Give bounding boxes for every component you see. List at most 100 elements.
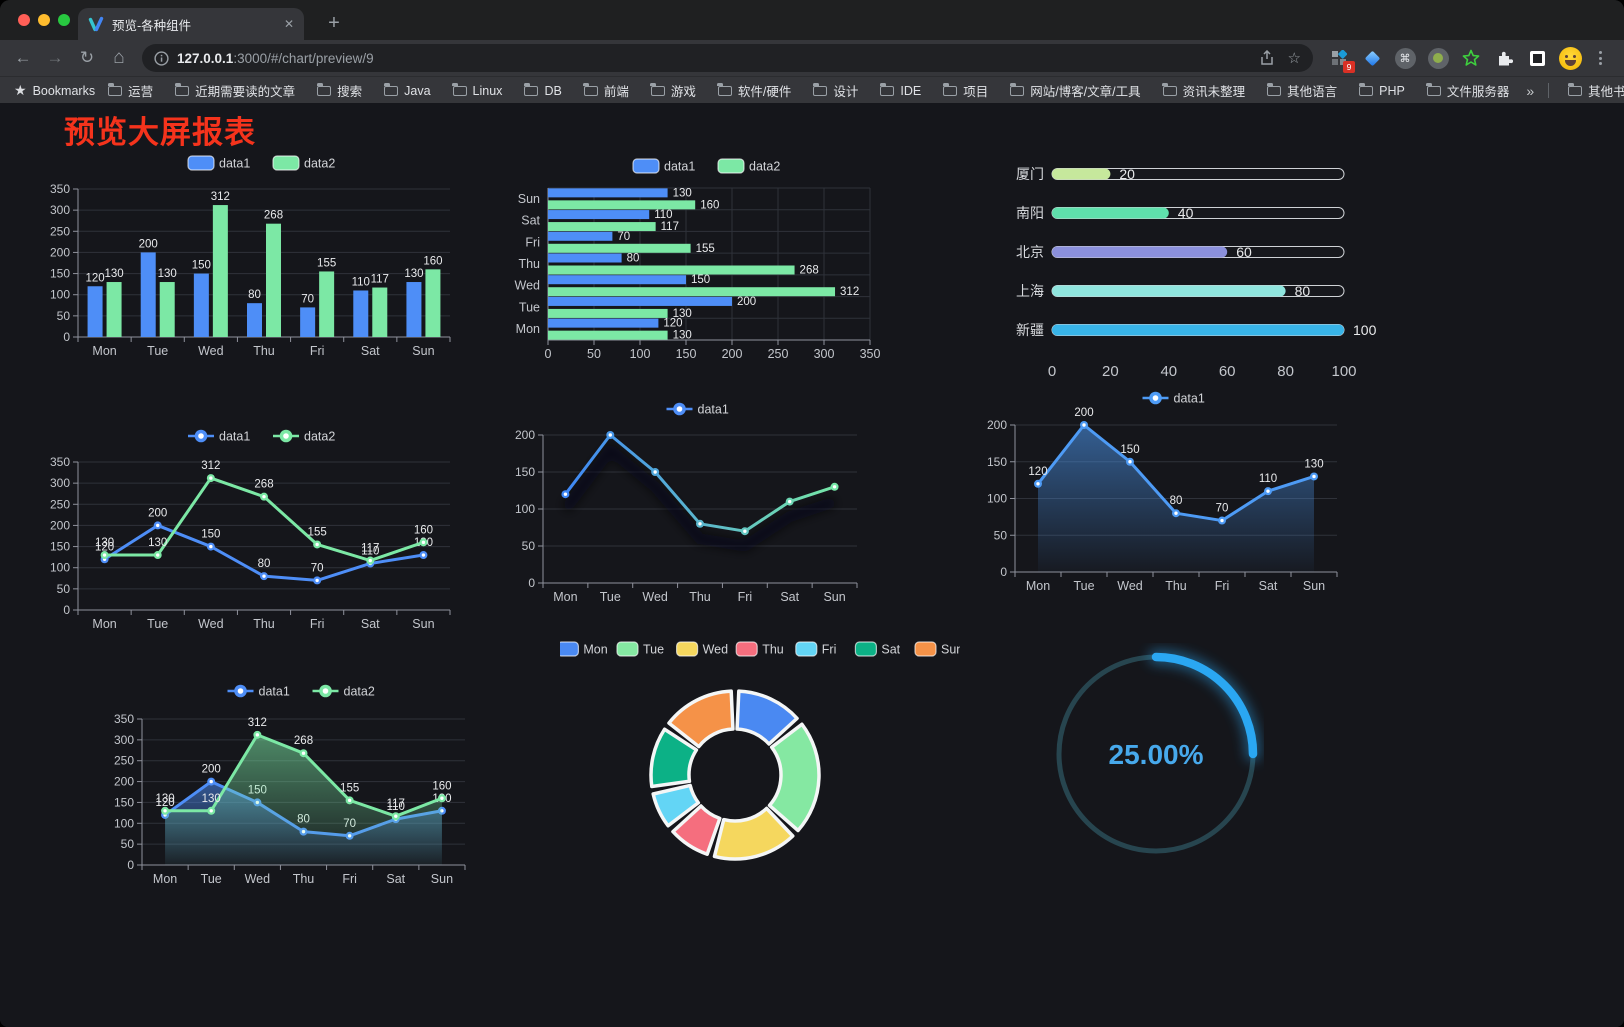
bookmark-folder-item[interactable]: 近期需要读的文章 — [164, 81, 306, 100]
svg-text:268: 268 — [294, 735, 313, 747]
bookmarks-overflow-chevron[interactable]: » — [1526, 82, 1535, 99]
svg-text:25.00%: 25.00% — [1109, 739, 1204, 770]
svg-text:268: 268 — [264, 210, 283, 222]
svg-text:Sun: Sun — [431, 872, 453, 886]
tab-close-icon[interactable]: ✕ — [283, 17, 294, 31]
bookmark-folder-item[interactable]: 运营 — [106, 81, 164, 100]
svg-text:250: 250 — [50, 497, 70, 511]
folder-icon — [451, 82, 467, 96]
svg-text:200: 200 — [202, 764, 221, 776]
bookmark-folder-item[interactable]: 资讯未整理 — [1152, 81, 1257, 100]
svg-text:新疆: 新疆 — [1016, 322, 1044, 338]
other-bookmarks-item[interactable]: 其他书签 — [1557, 81, 1624, 100]
svg-text:130: 130 — [95, 537, 114, 549]
svg-text:110: 110 — [1259, 473, 1277, 485]
bookmark-star-icon[interactable]: ☆ — [1287, 50, 1301, 67]
close-window-button[interactable] — [18, 14, 30, 26]
gauge-chart[interactable]: 25.00% — [1052, 643, 1264, 865]
address-bar[interactable]: 127.0.0.1:3000/#/chart/preview/9 ☆ — [142, 44, 1313, 72]
folder-icon — [650, 82, 665, 96]
bookmarks-manager-item[interactable]: ★ Bookmarks — [12, 82, 106, 99]
extension-grid-icon[interactable]: 9 — [1327, 46, 1355, 73]
bookmark-folder-item[interactable]: 网站/博客/文章/工具 — [999, 81, 1151, 100]
svg-text:155: 155 — [696, 243, 715, 255]
chart-legend[interactable]: data1 data2 — [188, 429, 335, 443]
chart-legend[interactable]: data1 data2 — [632, 158, 780, 174]
bookmark-label: 软件/硬件 — [737, 85, 792, 99]
extension-contrast-icon[interactable] — [1525, 46, 1549, 70]
svg-text:130: 130 — [104, 268, 123, 280]
horizontal-bar-chart[interactable]: data1 data2 0 50 100 150 200 250 300 350 Mon Tue Wed… — [505, 150, 925, 372]
svg-text:117: 117 — [661, 221, 679, 233]
extension-puzzle-icon[interactable] — [1492, 46, 1516, 70]
extension-command-icon[interactable]: ⌘ — [1393, 46, 1417, 70]
bookmark-folder-item[interactable]: 游戏 — [640, 81, 707, 100]
bookmark-folder-item[interactable]: 前端 — [573, 81, 640, 100]
svg-text:150: 150 — [201, 529, 220, 541]
back-button[interactable]: ← — [14, 48, 32, 67]
minimize-window-button[interactable] — [38, 14, 50, 26]
svg-text:160: 160 — [414, 524, 433, 536]
bookmark-folder-item[interactable]: 软件/硬件 — [707, 81, 802, 100]
extension-diamond-icon[interactable] — [1360, 46, 1384, 70]
reload-button[interactable]: ↻ — [79, 48, 95, 67]
svg-text:Tue: Tue — [147, 617, 168, 631]
single-area-chart[interactable]: data1 0 50 100 150 200 Mon Tue Wed Thu Fri Sat Sun 12… — [985, 388, 1405, 616]
chart-legend[interactable]: Mon Tue Wed Thu Fri Sat Sun — [556, 641, 963, 657]
city-progress-chart[interactable]: 厦门 20 南阳 40 北京 60 上海 80 新疆 100 0 20 40 60 80 100 — [1000, 160, 1380, 395]
svg-text:南阳: 南阳 — [1016, 205, 1044, 221]
chart-legend[interactable]: data1 — [666, 402, 729, 416]
svg-text:Fri: Fri — [310, 617, 325, 631]
svg-text:Sat: Sat — [521, 214, 540, 228]
svg-text:70: 70 — [1216, 503, 1229, 515]
bookmark-folder-item[interactable]: 项目 — [932, 81, 999, 100]
extension-star-icon[interactable] — [1459, 46, 1483, 70]
forward-button[interactable]: → — [46, 48, 64, 67]
svg-text:200: 200 — [515, 428, 535, 442]
bookmark-folder-item[interactable]: 搜索 — [306, 81, 373, 100]
profile-avatar[interactable] — [1558, 46, 1582, 70]
chrome-menu-icon[interactable] — [1591, 51, 1610, 65]
extension-record-icon[interactable] — [1426, 46, 1450, 70]
browser-tab[interactable]: 预览-各种组件 ✕ — [78, 8, 304, 40]
home-button[interactable]: ⌂ — [113, 47, 125, 68]
url-path: :3000/#/chart/preview/9 — [233, 50, 374, 66]
bookmark-folder-item[interactable]: DB — [513, 82, 572, 98]
double-area-chart[interactable]: data1 data2 0 50 100 150 200 250 300 350 Mon Tue Wed… — [100, 675, 520, 895]
folder-icon — [174, 82, 190, 96]
traffic-lights — [18, 14, 70, 26]
svg-text:Mon: Mon — [583, 642, 607, 656]
extension-badge: 9 — [1343, 61, 1355, 73]
svg-text:250: 250 — [768, 347, 789, 361]
folder-icon — [1567, 82, 1583, 96]
bookmark-folder-item[interactable]: Java — [373, 82, 441, 98]
bookmark-folder-item[interactable]: 其他语言 — [1256, 81, 1348, 100]
svg-text:Sat: Sat — [386, 872, 405, 886]
gradient-line-chart[interactable]: data1 0 50 100 150 200 Mon Tue Wed Thu Fri Sat Sun — [505, 395, 925, 617]
share-icon[interactable] — [1260, 50, 1274, 66]
pie-segments[interactable] — [649, 689, 821, 861]
chart-legend[interactable]: data1 data2 — [227, 684, 375, 698]
bookmark-folder-item[interactable]: Linux — [442, 82, 514, 98]
donut-chart[interactable]: Mon Tue Wed Thu Fri Sat Sun — [556, 633, 963, 883]
zoom-window-button[interactable] — [58, 14, 70, 26]
grouped-bar-chart[interactable]: data1 data2 0 50 100 150 200 250 300 350 Mon Tue Wed… — [45, 147, 460, 367]
site-info-icon[interactable] — [154, 50, 169, 66]
bookmark-folder-item[interactable]: 文件服务器 — [1416, 81, 1521, 100]
folder-icon — [316, 82, 332, 96]
svg-text:Wed: Wed — [198, 344, 224, 358]
new-tab-button[interactable]: + — [328, 11, 340, 34]
bookmark-folder-item[interactable]: IDE — [869, 82, 932, 98]
svg-text:200: 200 — [737, 296, 756, 308]
chart-legend[interactable]: data1 data2 — [187, 155, 335, 171]
svg-text:80: 80 — [1295, 283, 1311, 299]
chart-legend[interactable]: data1 — [1142, 391, 1205, 405]
two-line-chart[interactable]: data1 data2 0 50 100 150 200 250 300 350 Mon Tue Wed… — [45, 420, 460, 640]
svg-text:Thu: Thu — [253, 344, 275, 358]
url-text[interactable]: 127.0.0.1:3000/#/chart/preview/9 — [177, 51, 374, 66]
bookmark-folder-item[interactable]: 设计 — [802, 81, 869, 100]
bookmark-folder-item[interactable]: PHP — [1348, 82, 1416, 98]
svg-text:data1: data1 — [1174, 391, 1205, 405]
svg-text:50: 50 — [994, 528, 1008, 542]
